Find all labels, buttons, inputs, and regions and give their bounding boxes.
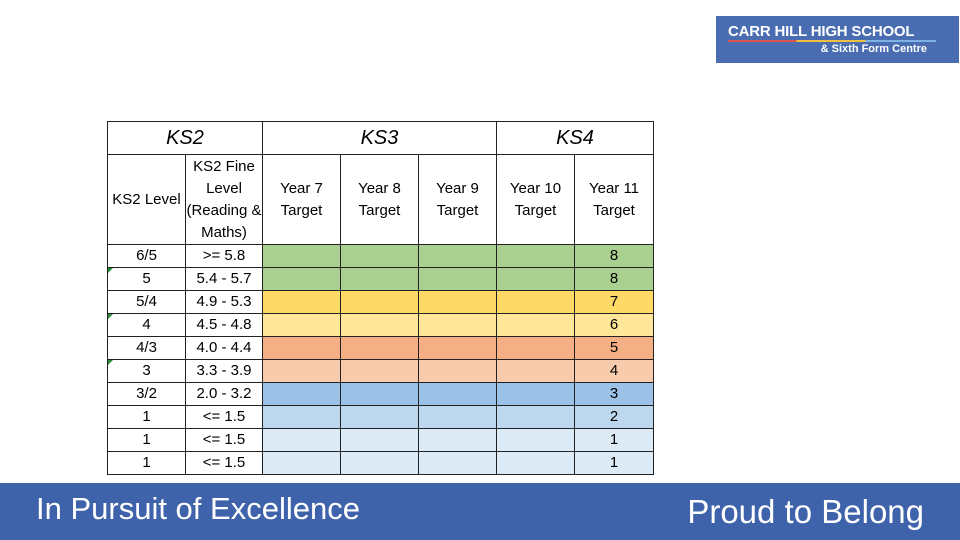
year8-cell bbox=[340, 290, 419, 314]
header-ks2-fine-level: KS2 Fine Level (Reading & Maths) bbox=[185, 154, 263, 245]
year7-cell bbox=[262, 359, 341, 383]
year11-target-cell: 8 bbox=[574, 267, 654, 291]
header-year9: Year 9 Target bbox=[418, 154, 497, 245]
table-row: 4/3 4.0 - 4.4 5 bbox=[107, 336, 654, 360]
ks2-level-cell: 1 bbox=[107, 451, 186, 475]
fine-level-cell: 4.5 - 4.8 bbox=[185, 313, 263, 337]
year9-cell bbox=[418, 405, 497, 429]
ks2-level-cell: 1 bbox=[107, 428, 186, 452]
year11-target-cell: 6 bbox=[574, 313, 654, 337]
fine-level-cell: 4.0 - 4.4 bbox=[185, 336, 263, 360]
table-row: 3 3.3 - 3.9 4 bbox=[107, 359, 654, 383]
year10-cell bbox=[496, 336, 575, 360]
ks2-level-cell: 3/2 bbox=[107, 382, 186, 406]
year7-cell bbox=[262, 290, 341, 314]
year10-cell bbox=[496, 359, 575, 383]
year9-cell bbox=[418, 359, 497, 383]
fine-level-cell: <= 1.5 bbox=[185, 405, 263, 429]
year11-target-cell: 8 bbox=[574, 244, 654, 268]
header-year7: Year 7 Target bbox=[262, 154, 341, 245]
target-grades-table: KS2 KS3 KS4 KS2 Level KS2 Fine Level (Re… bbox=[107, 121, 654, 475]
year10-cell bbox=[496, 267, 575, 291]
year11-target-cell: 4 bbox=[574, 359, 654, 383]
school-logo: CARR HILL HIGH SCHOOL & Sixth Form Centr… bbox=[716, 16, 959, 63]
ks2-level-cell: 1 bbox=[107, 405, 186, 429]
year7-cell bbox=[262, 313, 341, 337]
year10-cell bbox=[496, 290, 575, 314]
ks2-level-cell: 5 bbox=[107, 267, 186, 291]
year7-cell bbox=[262, 428, 341, 452]
table-row: 4 4.5 - 4.8 6 bbox=[107, 313, 654, 337]
year8-cell bbox=[340, 244, 419, 268]
band-ks3: KS3 bbox=[262, 121, 497, 155]
fine-level-cell: 4.9 - 5.3 bbox=[185, 290, 263, 314]
logo-stripe bbox=[728, 40, 936, 42]
logo-subtitle: & Sixth Form Centre bbox=[820, 43, 927, 55]
year7-cell bbox=[262, 382, 341, 406]
year9-cell bbox=[418, 336, 497, 360]
header-year8: Year 8 Target bbox=[340, 154, 419, 245]
year8-cell bbox=[340, 428, 419, 452]
band-ks2: KS2 bbox=[107, 121, 263, 155]
year8-cell bbox=[340, 405, 419, 429]
year9-cell bbox=[418, 382, 497, 406]
fine-level-cell: 3.3 - 3.9 bbox=[185, 359, 263, 383]
year10-cell bbox=[496, 382, 575, 406]
year11-target-cell: 1 bbox=[574, 428, 654, 452]
logo-title: CARR HILL HIGH SCHOOL bbox=[728, 23, 915, 40]
table-row: 5 5.4 - 5.7 8 bbox=[107, 267, 654, 291]
year9-cell bbox=[418, 267, 497, 291]
ks2-level-cell: 5/4 bbox=[107, 290, 186, 314]
year10-cell bbox=[496, 313, 575, 337]
ks2-level-cell: 4/3 bbox=[107, 336, 186, 360]
fine-level-cell: 2.0 - 3.2 bbox=[185, 382, 263, 406]
table-row: 3/2 2.0 - 3.2 3 bbox=[107, 382, 654, 406]
year10-cell bbox=[496, 451, 575, 475]
table-row: 6/5 >= 5.8 8 bbox=[107, 244, 654, 268]
year11-target-cell: 7 bbox=[574, 290, 654, 314]
year10-cell bbox=[496, 405, 575, 429]
header-ks2-level: KS2 Level bbox=[107, 154, 186, 245]
year9-cell bbox=[418, 313, 497, 337]
fine-level-cell: <= 1.5 bbox=[185, 451, 263, 475]
year10-cell bbox=[496, 244, 575, 268]
table-row: 1 <= 1.5 2 bbox=[107, 405, 654, 429]
year9-cell bbox=[418, 244, 497, 268]
year9-cell bbox=[418, 451, 497, 475]
table-row: 1 <= 1.5 1 bbox=[107, 451, 654, 475]
year7-cell bbox=[262, 451, 341, 475]
ks2-level-cell: 6/5 bbox=[107, 244, 186, 268]
footer-bar: In Pursuit of Excellence Proud to Belong bbox=[0, 483, 960, 540]
fine-level-cell: >= 5.8 bbox=[185, 244, 263, 268]
year9-cell bbox=[418, 428, 497, 452]
footer-motto: In Pursuit of Excellence bbox=[36, 491, 360, 526]
table-row: 1 <= 1.5 1 bbox=[107, 428, 654, 452]
year8-cell bbox=[340, 451, 419, 475]
year8-cell bbox=[340, 359, 419, 383]
fine-level-cell: 5.4 - 5.7 bbox=[185, 267, 263, 291]
ks2-level-cell: 3 bbox=[107, 359, 186, 383]
header-year10: Year 10 Target bbox=[496, 154, 575, 245]
year9-cell bbox=[418, 290, 497, 314]
ks2-level-cell: 4 bbox=[107, 313, 186, 337]
year8-cell bbox=[340, 267, 419, 291]
year8-cell bbox=[340, 336, 419, 360]
table-row: 5/4 4.9 - 5.3 7 bbox=[107, 290, 654, 314]
band-ks4: KS4 bbox=[496, 121, 654, 155]
fine-level-cell: <= 1.5 bbox=[185, 428, 263, 452]
year7-cell bbox=[262, 267, 341, 291]
year11-target-cell: 3 bbox=[574, 382, 654, 406]
year10-cell bbox=[496, 428, 575, 452]
year8-cell bbox=[340, 313, 419, 337]
header-year11: Year 11 Target bbox=[574, 154, 654, 245]
year7-cell bbox=[262, 244, 341, 268]
year11-target-cell: 5 bbox=[574, 336, 654, 360]
year11-target-cell: 1 bbox=[574, 451, 654, 475]
year7-cell bbox=[262, 405, 341, 429]
year7-cell bbox=[262, 336, 341, 360]
year8-cell bbox=[340, 382, 419, 406]
footer-tagline: Proud to Belong bbox=[687, 493, 924, 530]
year11-target-cell: 2 bbox=[574, 405, 654, 429]
